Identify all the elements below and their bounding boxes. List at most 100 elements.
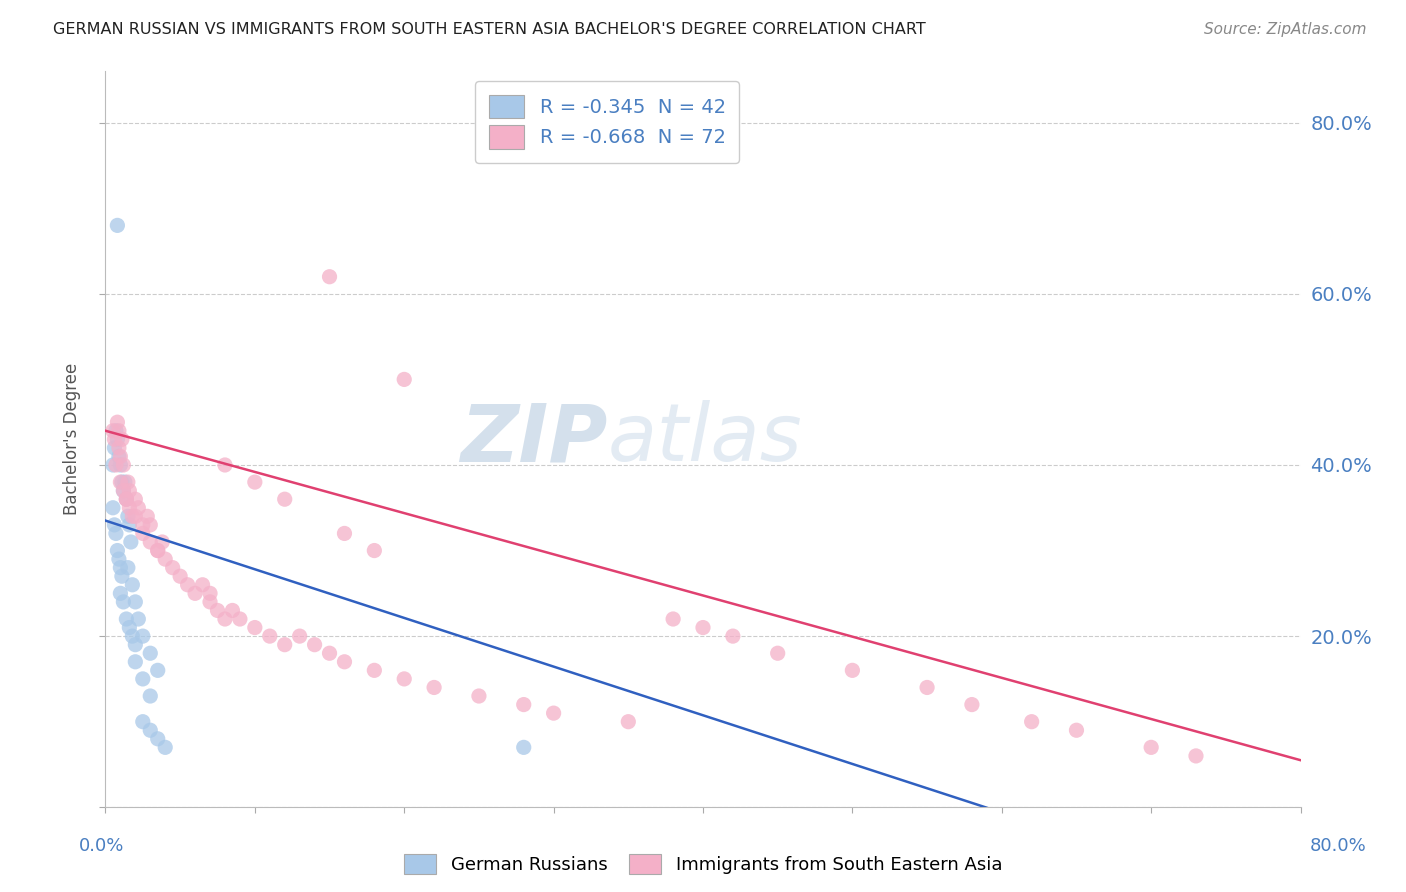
Point [139,689,162,703]
Point [101,500,124,515]
Point [117,509,139,524]
Point [103,441,125,455]
Point [198,586,221,600]
Point [243,475,266,489]
Point [184,586,207,600]
Point [118,517,141,532]
Point [333,526,356,541]
Point [662,612,685,626]
Text: GERMAN RUSSIAN VS IMMIGRANTS FROM SOUTH EASTERN ASIA BACHELOR'S DEGREE CORRELATI: GERMAN RUSSIAN VS IMMIGRANTS FROM SOUTH … [53,22,927,37]
Point [139,535,162,549]
Point [120,535,142,549]
Point [127,500,149,515]
Text: Source: ZipAtlas.com: Source: ZipAtlas.com [1204,22,1367,37]
Point [118,500,141,515]
Point [304,638,326,652]
Point [110,475,132,489]
Point [110,586,132,600]
Point [124,595,146,609]
Point [108,552,131,566]
Point [103,432,125,446]
Point [108,441,131,455]
Point [107,543,129,558]
Point [513,698,536,712]
Point [101,458,124,472]
Point [915,681,938,695]
Point [111,569,134,583]
Point [363,543,385,558]
Point [121,509,143,524]
Point [692,621,714,635]
Point [132,629,155,643]
Point [115,492,138,507]
Point [124,492,146,507]
Point [115,492,138,507]
Point [468,689,491,703]
Point [112,595,135,609]
Point [108,450,131,464]
Point [107,219,129,233]
Point [110,458,132,472]
Point [121,629,143,643]
Point [214,612,236,626]
Point [132,526,155,541]
Point [513,740,536,755]
Point [214,458,236,472]
Legend: German Russians, Immigrants from South Eastern Asia: German Russians, Immigrants from South E… [396,847,1010,881]
Point [259,629,281,643]
Point [132,672,155,686]
Point [394,672,416,686]
Text: 80.0%: 80.0% [1310,837,1367,855]
Point [127,612,149,626]
Point [146,664,169,678]
Point [146,731,169,746]
Point [1066,723,1088,738]
Point [169,569,191,583]
Point [132,517,155,532]
Point [1021,714,1043,729]
Point [139,723,162,738]
Point [112,458,135,472]
Point [111,432,134,446]
Point [191,578,214,592]
Point [207,603,229,617]
Point [617,714,640,729]
Point [121,578,143,592]
Point [1185,748,1208,763]
Point [176,578,198,592]
Text: atlas: atlas [607,401,803,478]
Point [318,269,340,284]
Text: ZIP: ZIP [460,401,607,478]
Point [243,621,266,635]
Point [112,483,135,498]
Point [273,492,295,507]
Point [118,621,141,635]
Point [766,646,789,660]
Point [155,552,177,566]
Point [112,483,135,498]
Legend: R = -0.345  N = 42, R = -0.668  N = 72: R = -0.345 N = 42, R = -0.668 N = 72 [475,81,740,162]
Point [107,432,129,446]
Point [150,535,173,549]
Point [108,424,131,438]
Point [114,475,136,489]
Point [136,509,159,524]
Point [363,664,385,678]
Point [117,475,139,489]
Point [132,714,155,729]
Point [721,629,744,643]
Point [110,450,132,464]
Point [162,560,184,574]
Point [155,740,177,755]
Point [139,517,162,532]
Point [198,595,221,609]
Point [124,509,146,524]
Text: 0.0%: 0.0% [79,837,124,855]
Point [117,560,139,574]
Point [110,560,132,574]
Point [104,458,127,472]
Point [841,664,863,678]
Point [318,646,340,660]
Point [115,492,138,507]
Point [146,543,169,558]
